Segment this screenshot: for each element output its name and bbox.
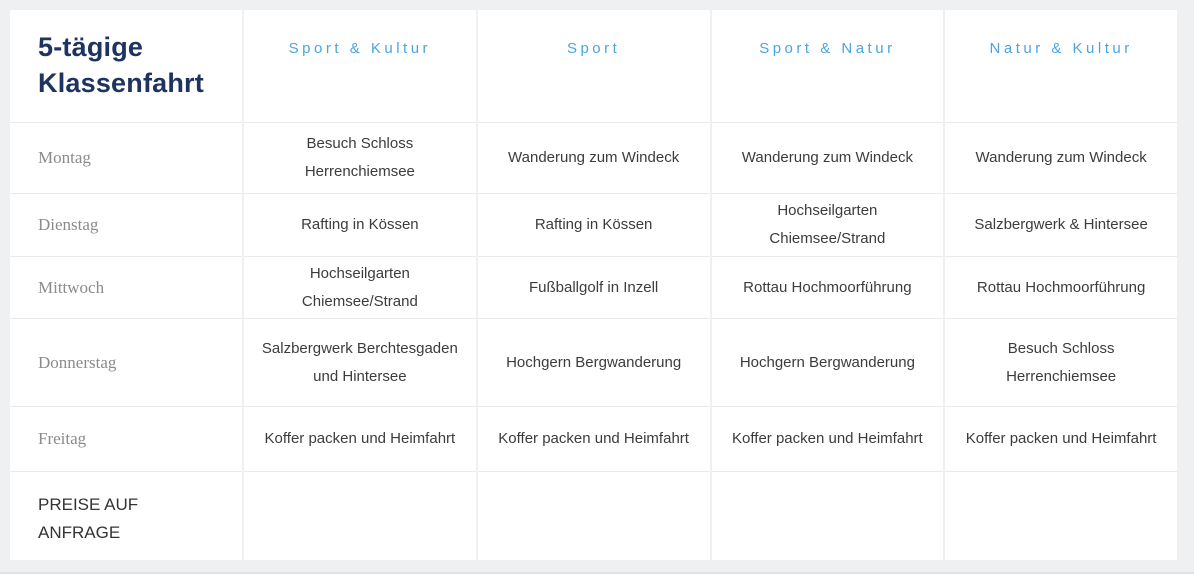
table-cell: Wanderung zum Windeck <box>477 122 710 193</box>
price-note-cell: PREISE AUF ANFRAGE <box>10 471 242 560</box>
empty-cell <box>477 471 710 560</box>
page-title: 5-tägige Klassenfahrt <box>38 32 204 98</box>
table-title-cell: 5-tägige Klassenfahrt <box>10 10 242 122</box>
empty-cell <box>945 471 1177 560</box>
column-header-sport-natur: Sport & Natur <box>711 10 944 122</box>
table-cell: Salzbergwerk & Hintersee <box>945 193 1177 256</box>
table-cell: Besuch Schloss Herrenchiemsee <box>945 318 1177 406</box>
table-cell: Fußballgolf in Inzell <box>477 256 710 318</box>
table-cell: Rafting in Kössen <box>244 193 476 256</box>
price-note: PREISE AUF ANFRAGE <box>38 495 139 542</box>
empty-cell <box>244 471 476 560</box>
row-label-dienstag: Dienstag <box>10 193 242 256</box>
table-cell: Wanderung zum Windeck <box>945 122 1177 193</box>
table-cell: Koffer packen und Heimfahrt <box>477 406 710 471</box>
column-header-sport-kultur: Sport & Kultur <box>244 10 476 122</box>
table-cell: Rafting in Kössen <box>477 193 710 256</box>
table-cell: Koffer packen und Heimfahrt <box>711 406 944 471</box>
page-bottom-divider <box>0 572 1194 574</box>
table-cell: Besuch Schloss Herrenchiemsee <box>244 122 476 193</box>
empty-cell <box>711 471 944 560</box>
table-cell: Hochgern Bergwanderung <box>477 318 710 406</box>
table-cell: Koffer packen und Heimfahrt <box>945 406 1177 471</box>
klassenfahrt-schedule-table: 5-tägige Klassenfahrt Sport & Kultur Spo… <box>10 10 1177 560</box>
table-cell: Rottau Hochmoorführung <box>945 256 1177 318</box>
table-cell: Wanderung zum Windeck <box>711 122 944 193</box>
table-cell: Salzbergwerk Berchtesgaden und Hintersee <box>244 318 476 406</box>
row-label-montag: Montag <box>10 122 242 193</box>
table-cell: Rottau Hochmoorführung <box>711 256 944 318</box>
column-header-sport: Sport <box>477 10 710 122</box>
table-cell: Hochseilgarten Chiemsee/Strand <box>244 256 476 318</box>
row-label-donnerstag: Donnerstag <box>10 318 242 406</box>
column-header-natur-kultur: Natur & Kultur <box>945 10 1177 122</box>
table-cell: Hochgern Bergwanderung <box>711 318 944 406</box>
table-cell: Koffer packen und Heimfahrt <box>244 406 476 471</box>
row-label-freitag: Freitag <box>10 406 242 471</box>
row-label-mittwoch: Mittwoch <box>10 256 242 318</box>
table-cell: Hochseilgarten Chiemsee/Strand <box>711 193 944 256</box>
